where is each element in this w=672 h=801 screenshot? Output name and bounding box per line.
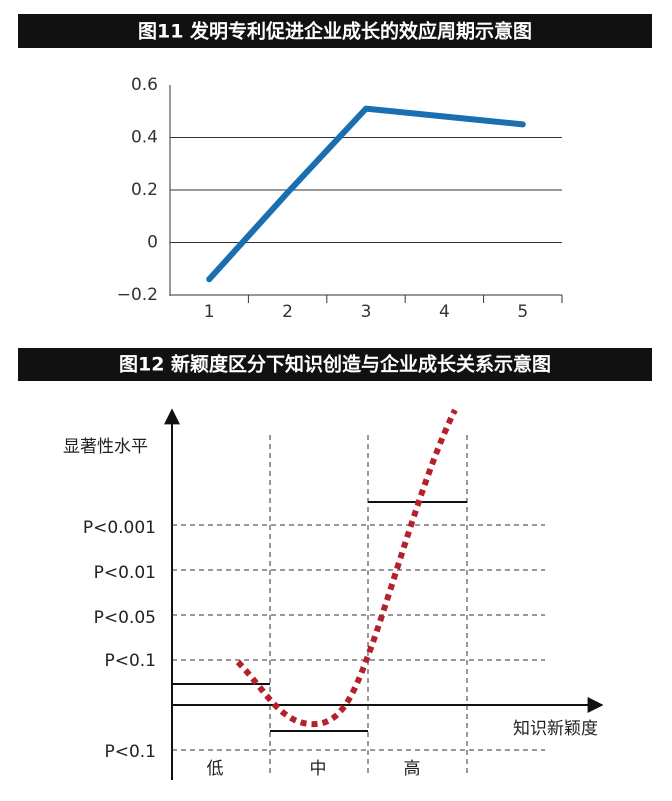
level-label: P<0.001 — [83, 518, 156, 538]
group-label: 低 — [207, 759, 224, 779]
group-label: 高 — [404, 759, 421, 779]
level-label: P<0.1 — [104, 742, 156, 762]
header-bar — [18, 14, 652, 48]
header-bar — [18, 348, 652, 381]
y-axis-label: 显著性水平 — [63, 437, 148, 457]
y-tick-label: 0 — [147, 233, 158, 253]
level-label: P<0.01 — [94, 563, 156, 583]
chart-title: 图11 发明专利促进企业成长的效应周期示意图 — [138, 20, 532, 43]
x-tick-label: 4 — [439, 302, 450, 322]
x-tick-label: 2 — [282, 302, 293, 322]
y-tick-label: −0.2 — [117, 285, 158, 305]
diagram: 显著性水平 知识新颖度 P<0.001 P<0.01 P<0.05 P<0.1 … — [63, 408, 604, 780]
x-tick-label: 5 — [517, 302, 528, 322]
level-label: P<0.05 — [94, 608, 156, 628]
y-tick-label: 0.6 — [131, 75, 158, 95]
y-tick-label: 0.4 — [131, 128, 158, 148]
y-tick-label: 0.2 — [131, 180, 158, 200]
group-label: 中 — [310, 759, 327, 779]
diagram-title: 图12 新颖度区分下知识创造与企业成长关系示意图 — [119, 353, 551, 376]
line-chart: −0.2 0 0.2 0.4 0.6 1 2 3 4 5 — [117, 75, 563, 322]
x-axis-label: 知识新颖度 — [513, 719, 598, 739]
x-tick-label: 1 — [204, 302, 215, 322]
x-tick-label: 3 — [361, 302, 372, 322]
trend-curve — [235, 408, 458, 728]
level-label: P<0.1 — [104, 651, 156, 671]
data-line — [206, 105, 526, 283]
